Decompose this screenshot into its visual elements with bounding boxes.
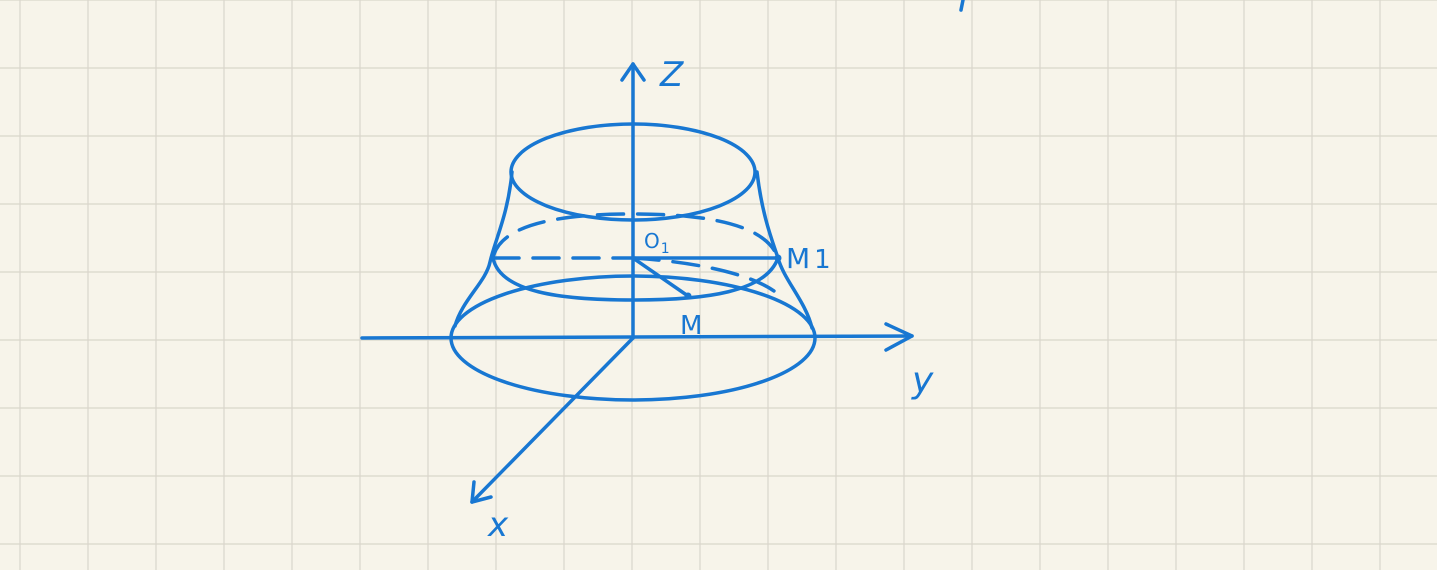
m1-letter: M bbox=[786, 242, 810, 275]
radius-o1-m bbox=[631, 256, 690, 298]
x-axis-arrow bbox=[470, 480, 493, 504]
inner-dashed-curve bbox=[631, 256, 782, 298]
bottom-ellipse bbox=[449, 274, 817, 402]
m-label: M bbox=[680, 311, 702, 341]
y-axis-arrow bbox=[884, 322, 914, 352]
point-m1 bbox=[774, 254, 782, 262]
z-axis-arrow bbox=[620, 62, 646, 82]
o1-label: O1 bbox=[644, 229, 670, 257]
left-profile-curve bbox=[453, 170, 514, 328]
x-axis-label: x bbox=[487, 505, 509, 545]
m1-subscript: 1 bbox=[814, 245, 831, 275]
x-axis bbox=[470, 336, 635, 504]
surface bbox=[449, 122, 817, 402]
stray-mark bbox=[959, 0, 965, 12]
z-axis-label: Z bbox=[659, 55, 684, 95]
middle-ellipse-back bbox=[491, 212, 780, 260]
y-axis-label: y bbox=[911, 360, 934, 401]
axes bbox=[360, 62, 914, 504]
y-axis bbox=[360, 334, 914, 340]
o1-letter: O bbox=[644, 229, 660, 253]
point-m bbox=[684, 292, 692, 300]
middle-ellipse-front bbox=[491, 256, 780, 302]
o1-subscript: 1 bbox=[661, 241, 670, 257]
